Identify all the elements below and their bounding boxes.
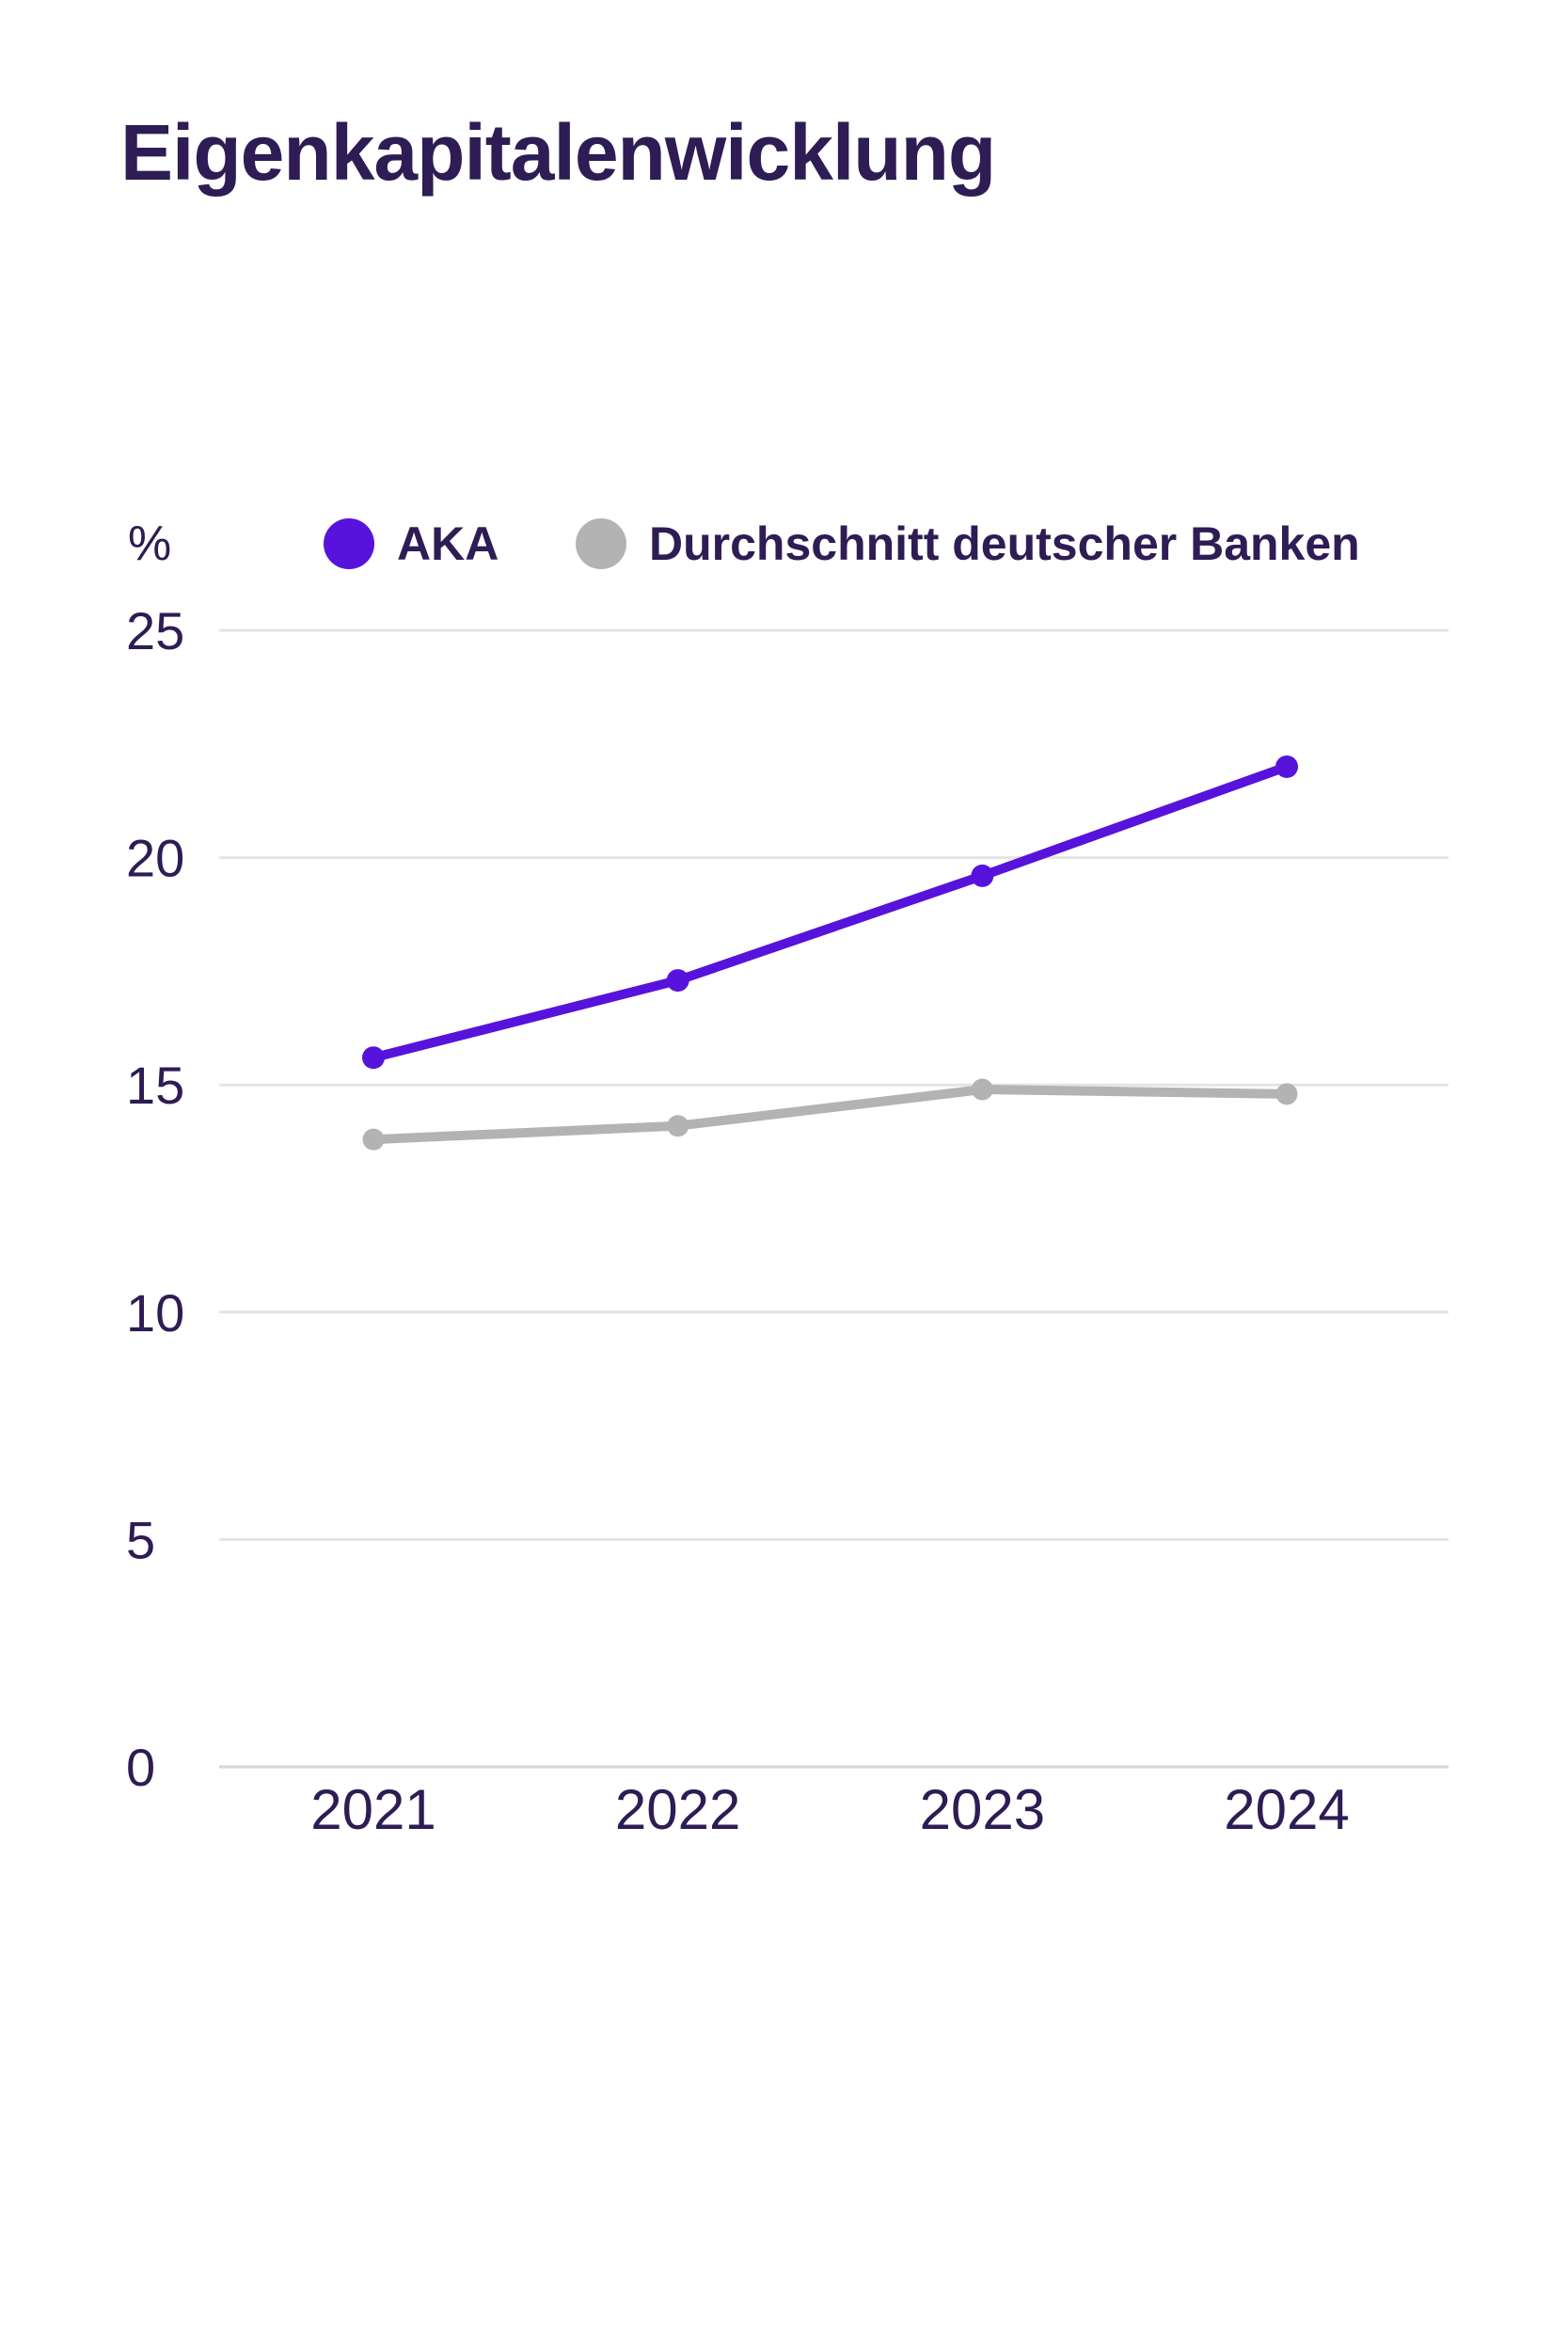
legend-item-durchschnitt-deutscher-banken: Durchschnitt deutscher Banken (576, 510, 1360, 578)
x-tick-label-2024: 2024 (1224, 1778, 1349, 1841)
data-point-aka-2021 (362, 1046, 385, 1070)
data-point-durchschnitt-deutscher-banken-2021 (362, 1128, 385, 1151)
data-point-durchschnitt-deutscher-banken-2022 (667, 1115, 689, 1137)
line-chart-svg: 0 5 10 15 20 25 2021 2022 2023 2024 (126, 601, 1449, 1841)
data-point-aka-2023 (971, 864, 994, 887)
x-tick-label-2021: 2021 (310, 1778, 436, 1841)
data-point-durchschnitt-deutscher-banken-2024 (1275, 1083, 1298, 1105)
y-tick-label-15: 15 (126, 1056, 184, 1115)
data-point-durchschnitt-deutscher-banken-2023 (971, 1078, 993, 1101)
y-tick-label-5: 5 (126, 1510, 155, 1569)
y-axis-unit-label: % (128, 516, 172, 571)
data-point-aka-2022 (666, 969, 689, 993)
legend-item-aka: AKA (324, 510, 499, 578)
series-line-aka (369, 761, 1292, 1063)
x-tick-label-2023: 2023 (920, 1778, 1045, 1841)
y-tick-label-10: 10 (126, 1283, 184, 1343)
y-tick-label-25: 25 (126, 601, 184, 660)
data-point-aka-2024 (1275, 755, 1299, 778)
line-chart-plot-area: 0 5 10 15 20 25 2021 2022 2023 2024 (0, 564, 1568, 1882)
legend-dot-durchschnitt-deutscher-banken-icon (576, 518, 626, 569)
legend-label-aka: AKA (397, 517, 499, 570)
legend-dot-aka-icon (324, 518, 374, 569)
series-line-durchschnitt-deutscher-banken (369, 1085, 1292, 1145)
y-tick-label-0: 0 (126, 1738, 155, 1797)
chart-title: Eigenkapitalenwicklung (120, 108, 996, 197)
x-tick-label-2022: 2022 (615, 1778, 740, 1841)
legend-label-durchschnitt-deutscher-banken: Durchschnitt deutscher Banken (649, 517, 1360, 570)
y-tick-label-20: 20 (126, 829, 184, 888)
